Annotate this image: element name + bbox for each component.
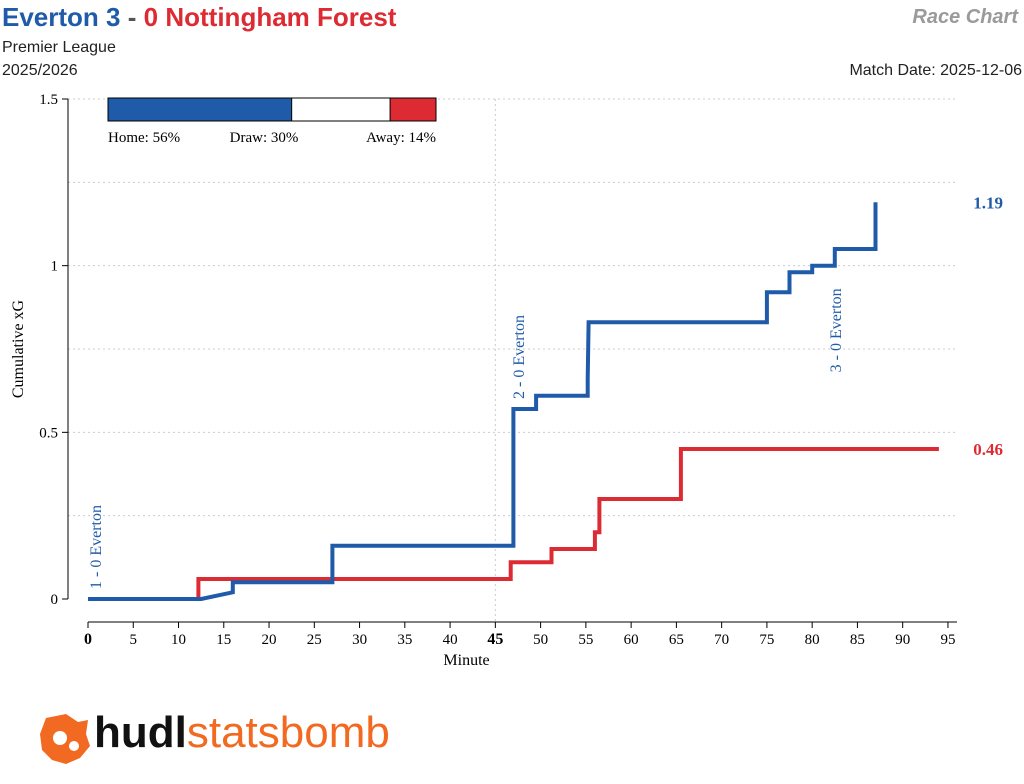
goal-annotations: 1 - 0 Everton 2 - 0 Everton 3 - 0 Everton [88, 288, 845, 589]
away-score: 0 [143, 2, 159, 32]
y-tick-label: 1.5 [39, 92, 58, 108]
x-tick-label: 55 [578, 632, 593, 648]
series-line [88, 202, 878, 601]
race-chart: 0 0.5 1 1.5 Cumulative xG 0 5 10 15 20 25 30 35 40 45 5… [10, 92, 1003, 669]
chart-axes: 0 0.5 1 1.5 Cumulative xG 0 5 10 15 20 25 30 35 40 45 5… [10, 92, 957, 669]
season-label: 2025/2026 [2, 62, 78, 79]
chart-header: Everton 3 - 0 Nottingham Forest Premier … [0, 0, 1024, 90]
logo-word-statsbomb: statsbomb [186, 708, 390, 757]
x-tick-label: 50 [533, 632, 548, 648]
x-tick-label: 80 [805, 632, 820, 648]
prob-label-home: Home: 56% [108, 130, 180, 146]
match-date: Match Date: 2025-12-06 [849, 62, 1022, 79]
away-team-name: Nottingham Forest [165, 2, 397, 32]
home-team-name: Everton [2, 2, 99, 32]
outcome-probability-bar: Home: 56% Draw: 30% Away: 14% [107, 97, 437, 146]
series-line [88, 447, 939, 601]
statsbomb-logo-icon [40, 714, 90, 764]
x-tick-label: 90 [895, 632, 910, 648]
y-tick-label: 0 [51, 592, 59, 608]
x-tick-label: 60 [624, 632, 639, 648]
logo-word-hudl: hudl [94, 708, 187, 757]
chart-series: 0.46 1.19 [88, 193, 1003, 601]
hudl-statsbomb-logo: hudlstatsbomb [36, 708, 416, 766]
x-tick-label: 40 [443, 632, 458, 648]
y-tick-label: 1 [51, 259, 59, 275]
x-tick-label: 95 [940, 632, 955, 648]
x-tick-label: 45 [487, 631, 503, 648]
x-tick-label: 5 [130, 632, 138, 648]
prob-label-draw: Draw: 30% [230, 130, 299, 146]
x-tick-label: 85 [850, 632, 865, 648]
logo-wordmark: hudlstatsbomb [94, 708, 390, 758]
goal-annotation: 2 - 0 Everton [511, 315, 528, 399]
x-tick-label: 20 [262, 632, 277, 648]
y-tick-label: 0.5 [39, 425, 58, 441]
x-tick-label: 30 [352, 632, 367, 648]
x-tick-label: 0 [84, 631, 92, 648]
x-axis-title: Minute [443, 652, 489, 669]
x-tick-label: 75 [759, 632, 774, 648]
goal-annotation: 1 - 0 Everton [88, 505, 105, 589]
home-score: 3 [106, 2, 121, 32]
prob-bar-draw [291, 98, 391, 121]
series-final-value: 0.46 [973, 440, 1003, 459]
prob-bar-away [390, 98, 436, 121]
competition-name: Premier League [2, 39, 116, 56]
goal-annotation: 3 - 0 Everton [828, 288, 845, 372]
x-tick-label: 65 [669, 632, 684, 648]
x-tick-label: 10 [171, 632, 186, 648]
prob-bar-outline [107, 97, 437, 122]
x-tick-label: 15 [216, 632, 231, 648]
x-tick-label: 35 [397, 632, 412, 648]
prob-label-away: Away: 14% [366, 130, 436, 146]
x-tick-label: 70 [714, 632, 729, 648]
prob-bar-home [108, 98, 292, 121]
score-separator: - [127, 2, 137, 32]
chart-type-label: Race Chart [912, 6, 1018, 28]
chart-grid [68, 98, 957, 622]
match-title: Everton 3 - 0 Nottingham Forest [2, 2, 396, 33]
y-axis-title: Cumulative xG [10, 299, 27, 398]
series-final-value: 1.19 [973, 193, 1003, 212]
x-tick-label: 25 [307, 632, 322, 648]
